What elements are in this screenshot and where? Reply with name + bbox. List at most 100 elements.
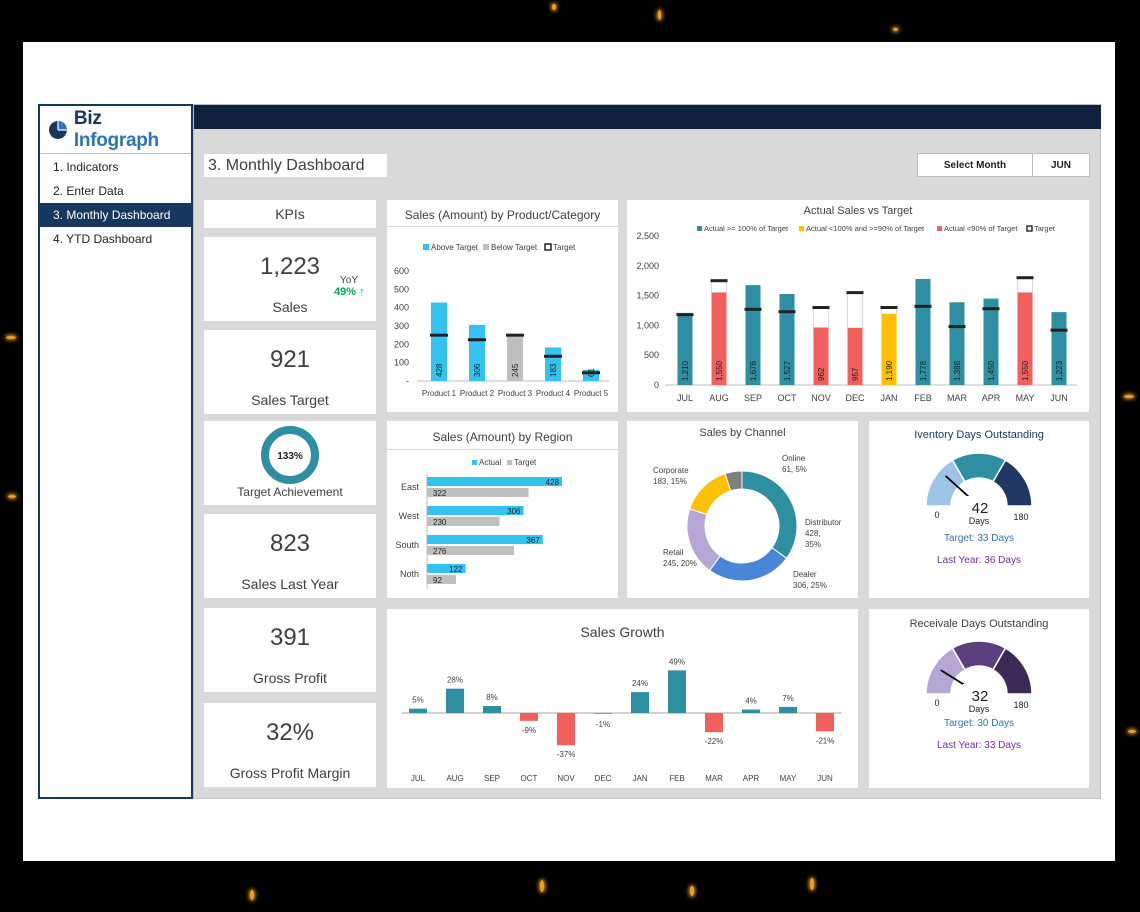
- inventory-days-card: Iventory Days Outstanding 42 Days 0 180 Tar…: [869, 421, 1089, 598]
- kpi-sales-label: Sales: [272, 299, 308, 315]
- kpi-sales-target-value: 921: [269, 346, 311, 373]
- x-tick-label: NOV: [811, 393, 831, 403]
- y-tick-label: 400: [394, 303, 409, 313]
- kpi-target-achievement-card: 133% Target Achievement: [204, 421, 376, 505]
- y-tick-label: 2,000: [636, 261, 659, 271]
- kpi-sales-card: 1,223 Sales YoY 49% ↑: [204, 237, 376, 321]
- gauge-center-bg: [963, 684, 995, 716]
- kpi-gross-profit-margin-value: 32%: [265, 719, 315, 746]
- logo-text: Biz Infograph: [73, 107, 159, 151]
- bar-value-label: 4%: [745, 697, 757, 706]
- nav-item-enter-data[interactable]: 2. Enter Data: [53, 184, 124, 198]
- donut-slice: [689, 473, 732, 516]
- y-tick-label: -: [406, 376, 409, 386]
- bar: [677, 312, 693, 385]
- bar-value-label: 276: [433, 547, 447, 556]
- month-selector: Select Month JUN: [917, 153, 1090, 177]
- kpi-gross-profit-margin-label: Gross Profit Margin: [229, 765, 351, 781]
- bar: [742, 709, 760, 713]
- actual-vs-target-title: Actual Sales vs Target: [803, 205, 913, 217]
- bar-value-label: 1,778: [919, 360, 928, 381]
- y-tick-label: 2,500: [636, 231, 659, 241]
- bar-value-label: 8%: [486, 693, 498, 702]
- bar-value-label: -37%: [557, 750, 576, 759]
- select-month-dropdown[interactable]: JUN: [1050, 159, 1071, 171]
- bar-value-label: 1,550: [715, 360, 724, 381]
- target-outline: [1017, 277, 1033, 294]
- donut-slice: [708, 547, 788, 582]
- slice-label: Distributor: [805, 518, 842, 527]
- bar: [483, 706, 501, 713]
- bar: [409, 708, 427, 713]
- kpi-gross-profit-margin-card: 32% Gross Profit Margin: [204, 703, 376, 787]
- nav-item-ytd-dashboard[interactable]: 4. YTD Dashboard: [53, 232, 153, 246]
- legend-label: Actual <100% and >=90% of Target: [806, 224, 925, 233]
- slice-label: 35%: [805, 540, 821, 549]
- target-marker: [948, 325, 966, 329]
- target-marker: [710, 279, 728, 283]
- product-chart: Above Target Below Target Target - 100 200 300…: [394, 243, 609, 398]
- bar: [813, 327, 829, 385]
- x-tick-label: JUL: [411, 774, 426, 783]
- bar: [668, 670, 686, 713]
- bar-target: [427, 488, 529, 497]
- nav-item-monthly-dashboard[interactable]: 3. Monthly Dashboard: [40, 203, 191, 227]
- gauge-min: 0: [934, 698, 939, 708]
- legend-label: Actual >= 100% of Target: [704, 224, 789, 233]
- top-bar: [194, 105, 1101, 129]
- target-outline: [813, 307, 829, 329]
- gauge-max: 180: [1013, 512, 1028, 522]
- gauge-value: 42: [972, 500, 989, 517]
- kpi-sales-last-year-card: 823 Sales Last Year: [204, 514, 376, 598]
- slice-label: 306, 25%: [793, 581, 827, 590]
- bar-value-label: 1,210: [681, 360, 690, 381]
- kpi-gross-profit-card: 391 Gross Profit: [204, 608, 376, 692]
- x-tick-label: NOV: [557, 774, 575, 783]
- x-tick-label: JAN: [632, 774, 647, 783]
- bar-target: [427, 546, 515, 555]
- product-chart-title: Sales (Amount) by Product/Category: [404, 208, 601, 222]
- y-tick-label: 600: [394, 266, 409, 276]
- legend-swatch: [483, 244, 489, 250]
- y-tick-label: 300: [394, 321, 409, 331]
- bar-value-label: 1,527: [783, 360, 792, 381]
- bar-value-label: -9%: [522, 726, 536, 735]
- y-tick-label: 1,000: [636, 320, 659, 330]
- bar-value-label: 183: [549, 363, 558, 377]
- inventory-days-title: Iventory Days Outstanding: [914, 429, 1044, 441]
- bar-value-label: 306: [507, 507, 521, 516]
- bar: [949, 302, 965, 385]
- sales-growth-card: Sales Growth 5% JUL 28% AUG 8% SEP -9% OCT -37% N…: [387, 609, 858, 788]
- nav-item-indicators[interactable]: 1. Indicators: [53, 160, 119, 174]
- category-label: West: [399, 511, 420, 521]
- bar: [705, 713, 723, 733]
- bar-value-label: 962: [817, 367, 826, 381]
- x-tick-label: APR: [982, 393, 1001, 403]
- gauge-min: 0: [934, 510, 939, 520]
- slice-label: Online: [782, 454, 806, 463]
- target-marker: [846, 291, 864, 295]
- bar: [507, 336, 523, 381]
- target-marker: [744, 307, 762, 311]
- bar-actual: [427, 535, 543, 544]
- x-tick-label: OCT: [778, 393, 798, 403]
- bar-value-label: 245: [511, 363, 520, 377]
- bar-value-label: 1,223: [1055, 360, 1064, 381]
- bar: [881, 314, 897, 385]
- kpi-sales-last-year-label: Sales Last Year: [241, 576, 339, 592]
- target-marker: [812, 306, 830, 310]
- bar-value-label: 957: [851, 367, 860, 381]
- donut-slice: [741, 470, 798, 560]
- region-chart-title: Sales (Amount) by Region: [432, 430, 573, 444]
- bar: [431, 302, 447, 381]
- bar-value-label: 92: [433, 576, 442, 585]
- category-label: East: [401, 482, 420, 492]
- slice-label: 428,: [805, 529, 821, 538]
- bar: [779, 706, 797, 713]
- target-outline: [711, 280, 727, 294]
- bar-value-label: 61: [587, 368, 596, 377]
- y-tick-label: 500: [394, 284, 409, 294]
- channel-chart: Online 61, 5% Distributor 428, 35% Dealer 306,…: [653, 454, 842, 590]
- legend-label: Actual: [479, 458, 501, 467]
- sidebar: Biz Infograph 1. Indicators 2. Enter Dat…: [38, 104, 193, 799]
